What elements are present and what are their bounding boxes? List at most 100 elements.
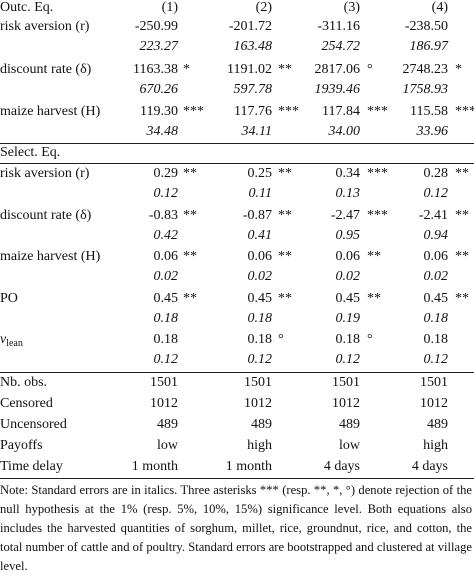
row-label: risk aversion (r) xyxy=(0,166,90,181)
summary-value: 489 xyxy=(427,417,448,432)
summary-value: 1012 xyxy=(150,396,178,411)
estimate: 0.06 xyxy=(423,249,449,264)
significance: ° xyxy=(367,332,373,347)
std-error: 0.18 xyxy=(153,310,179,326)
row-label: νlean xyxy=(0,332,23,352)
significance: ** xyxy=(278,61,292,77)
column-header: (2) xyxy=(255,0,272,15)
row-label: PO xyxy=(0,290,18,306)
significance: ** xyxy=(367,290,381,306)
summary-value: high xyxy=(247,438,272,453)
estimate: -2.41 xyxy=(418,207,448,223)
row-label: maize harvest (H) xyxy=(0,249,101,264)
significance: * xyxy=(183,61,190,77)
significance: ** xyxy=(455,166,469,181)
summary-value: 1501 xyxy=(150,375,178,390)
column-header: (1) xyxy=(161,0,178,15)
summary-value: 4 days xyxy=(323,459,360,474)
std-error: 597.78 xyxy=(233,81,273,97)
std-error: 0.12 xyxy=(335,352,361,367)
significance: ** xyxy=(455,249,469,264)
estimate: 117.76 xyxy=(234,104,272,119)
rule xyxy=(0,478,474,479)
estimate: 2748.23 xyxy=(402,61,449,77)
summary-value: 489 xyxy=(251,417,272,432)
std-error: 0.13 xyxy=(335,186,361,201)
significance: ** xyxy=(183,207,197,223)
significance: ** xyxy=(278,290,292,306)
std-error: 0.18 xyxy=(247,310,273,326)
estimate: 0.28 xyxy=(423,166,449,181)
estimate: -250.99 xyxy=(134,19,178,34)
estimate: 0.18 xyxy=(335,332,361,347)
summary-value: 1012 xyxy=(332,396,360,411)
row-label: Payoffs xyxy=(0,438,43,453)
rule xyxy=(0,143,474,144)
std-error: 0.12 xyxy=(153,352,179,367)
section-title: Select. Eq. xyxy=(0,145,61,160)
estimate: -201.72 xyxy=(228,19,272,34)
table-note: Note: Standard errors are in italics. Th… xyxy=(0,483,472,573)
significance: ** xyxy=(455,207,469,223)
std-error: 0.12 xyxy=(423,352,449,367)
significance: * xyxy=(455,61,462,77)
std-error: 0.02 xyxy=(423,269,449,284)
estimate: 0.06 xyxy=(153,249,179,264)
estimate: 0.45 xyxy=(247,290,273,306)
significance: ** xyxy=(455,290,469,306)
estimate: 0.29 xyxy=(153,166,179,181)
summary-value: 1012 xyxy=(244,396,272,411)
significance: ** xyxy=(278,249,292,264)
estimate: 0.45 xyxy=(153,290,179,306)
estimate: -238.50 xyxy=(404,19,448,34)
summary-value: 1012 xyxy=(420,396,448,411)
summary-value: low xyxy=(339,438,360,453)
subscript: lean xyxy=(6,338,23,349)
summary-value: 1501 xyxy=(420,375,448,390)
summary-value: 1 month xyxy=(131,459,178,474)
estimate: -311.16 xyxy=(317,19,360,34)
symbol: ν xyxy=(0,332,7,347)
estimate: -0.83 xyxy=(148,207,178,223)
row-label: discount rate (δ) xyxy=(0,61,92,77)
significance: ** xyxy=(367,249,381,264)
std-error: 0.19 xyxy=(335,310,361,326)
estimate: 0.18 xyxy=(247,332,273,347)
std-error: 223.27 xyxy=(139,39,179,54)
std-error: 0.41 xyxy=(247,227,273,243)
significance: ** xyxy=(183,249,197,264)
summary-value: 489 xyxy=(339,417,360,432)
std-error: 670.26 xyxy=(139,81,179,97)
estimate: 119.30 xyxy=(140,104,178,119)
row-label: Censored xyxy=(0,396,53,411)
estimate: 0.18 xyxy=(153,332,179,347)
significance: ** xyxy=(183,166,197,181)
std-error: 1939.46 xyxy=(314,81,361,97)
std-error: 0.12 xyxy=(247,352,273,367)
std-error: 34.48 xyxy=(146,124,179,139)
summary-value: 4 days xyxy=(411,459,448,474)
rule xyxy=(0,163,474,164)
estimate: 1191.02 xyxy=(227,61,272,77)
significance: *** xyxy=(367,104,388,119)
summary-value: 1501 xyxy=(244,375,272,390)
rule xyxy=(0,372,474,373)
std-error: 34.11 xyxy=(241,124,272,139)
std-error: 1758.93 xyxy=(402,81,449,97)
row-label: Uncensored xyxy=(0,417,67,432)
summary-value: 1501 xyxy=(332,375,360,390)
significance: ** xyxy=(183,290,197,306)
std-error: 0.94 xyxy=(423,227,449,243)
summary-value: low xyxy=(157,438,178,453)
estimate: 115.58 xyxy=(410,104,448,119)
std-error: 0.12 xyxy=(423,186,449,201)
significance: *** xyxy=(183,104,204,119)
std-error: 0.42 xyxy=(153,227,179,243)
estimate: 0.25 xyxy=(247,166,273,181)
std-error: 0.18 xyxy=(423,310,449,326)
row-label: Time delay xyxy=(0,459,63,474)
column-header: (4) xyxy=(431,0,448,15)
summary-value: 489 xyxy=(157,417,178,432)
summary-value: 1 month xyxy=(225,459,272,474)
